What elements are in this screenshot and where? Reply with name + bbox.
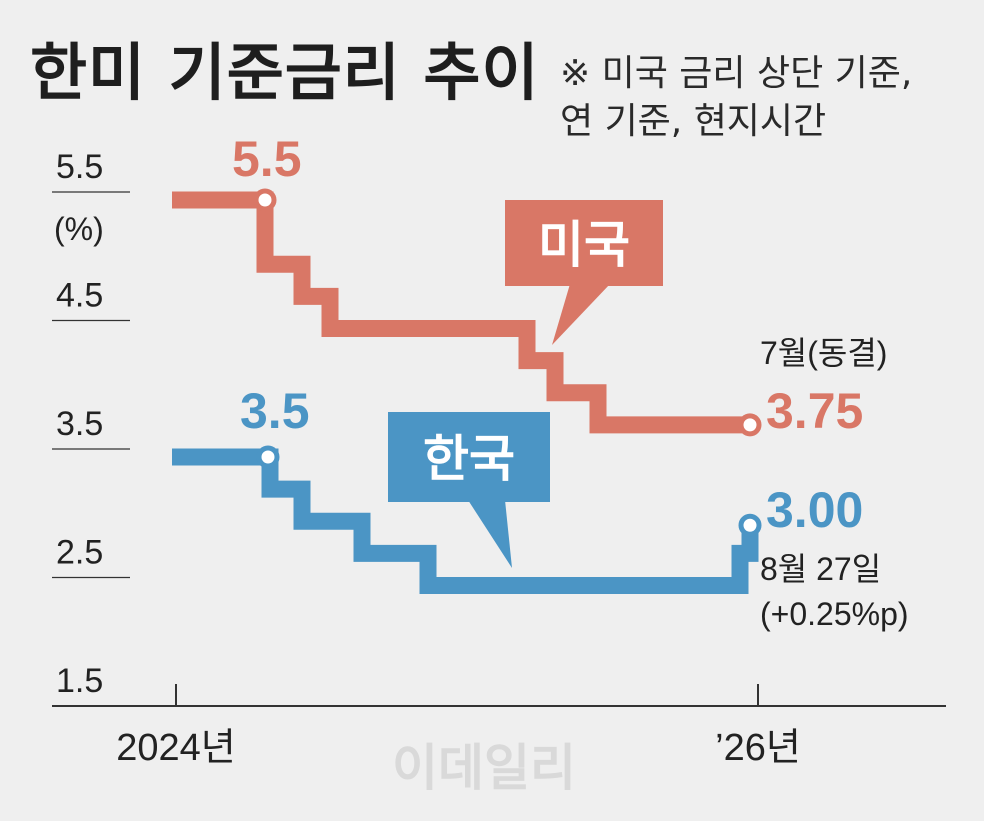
data-point-kr-end — [738, 513, 762, 537]
data-point-us-end — [738, 413, 762, 437]
series-line-kr — [172, 448, 759, 594]
data-label-us-start: 5.5 — [232, 131, 302, 187]
legend-pointer-us — [552, 284, 610, 345]
y-tick-label: 3.5 — [56, 405, 103, 443]
x-tick-label: 2024년 — [116, 727, 236, 769]
legend-pointer-kr — [468, 500, 512, 568]
chart-title: 한미 기준금리 추이 — [30, 36, 540, 109]
chart-note: ※ 미국 금리 상단 기준, 연 기준, 현지시간 — [560, 50, 912, 146]
data-label-kr-start: 3.5 — [240, 383, 310, 439]
annotation-kr-change: (+0.25%p) — [760, 596, 909, 632]
legend-box-kr — [388, 412, 550, 502]
data-label-kr-end: 3.00 — [766, 482, 863, 538]
series-line-us — [172, 191, 750, 434]
legend-box-us — [505, 200, 663, 286]
annotation-us: 7월(동결) — [760, 335, 887, 371]
watermark-logo: 이데일리 — [392, 739, 576, 797]
note-line-1: ※ 미국 금리 상단 기준, — [560, 53, 913, 94]
data-label-us-end: 3.75 — [766, 383, 863, 439]
data-point-us-start — [253, 188, 277, 212]
legend-label-kr: 한국 — [423, 430, 515, 488]
y-tick-label: 5.5 — [56, 148, 103, 186]
y-tick-label: 4.5 — [56, 277, 103, 315]
note-line-2: 연 기준, 현지시간 — [560, 101, 827, 142]
y-tick-label: 2.5 — [56, 534, 103, 572]
y-tick-label: 1.5 — [56, 662, 103, 700]
y-unit-label: (%) — [54, 211, 104, 247]
legend-label-us: 미국 — [538, 216, 630, 274]
x-tick-label: ’26년 — [715, 727, 801, 769]
data-point-kr-start — [256, 445, 280, 469]
annotation-kr-date: 8월 27일 — [760, 551, 881, 587]
